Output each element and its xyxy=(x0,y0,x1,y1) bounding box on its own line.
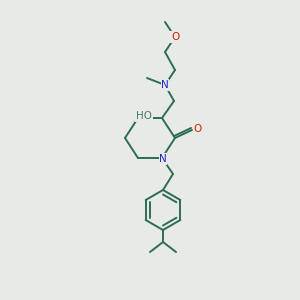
Text: N: N xyxy=(159,154,167,164)
Text: HO: HO xyxy=(136,111,152,121)
Text: O: O xyxy=(194,124,202,134)
Text: O: O xyxy=(171,32,179,42)
Text: N: N xyxy=(161,80,169,90)
